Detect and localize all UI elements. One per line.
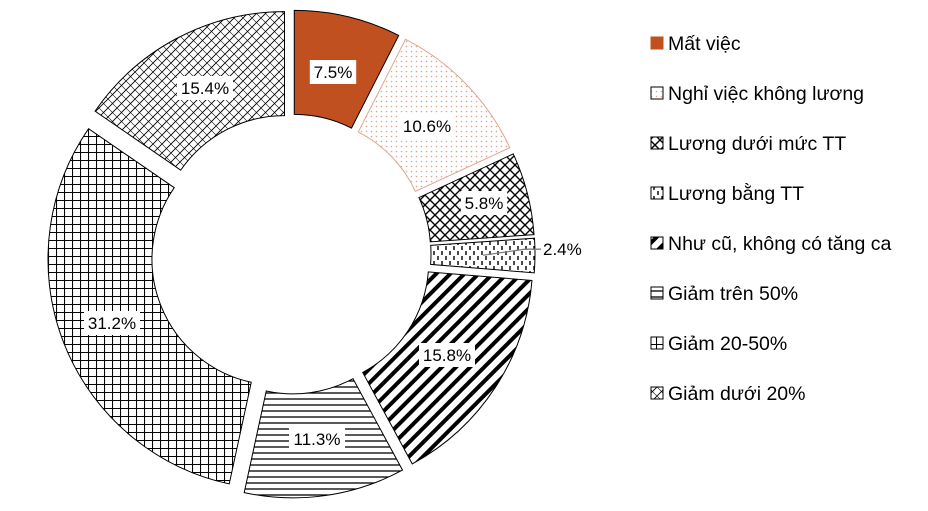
- legend-label: Mất việc: [668, 33, 741, 55]
- data-label-nghi-viec-khong-luong: 10.6%: [399, 114, 455, 138]
- data-label-text: 7.5%: [314, 63, 353, 82]
- data-labels: 7.5% 10.6% 5.8% 2.4% 15.8% 11.3% 31.2% 15.4%: [84, 60, 582, 451]
- data-label-background: [177, 76, 233, 100]
- data-label-background: [419, 343, 475, 367]
- slice-giam-20-50: [47, 127, 252, 485]
- legend-swatch: [650, 86, 664, 100]
- legend-label: Nghỉ việc không lương: [668, 83, 864, 105]
- data-label-text: 15.8%: [423, 346, 471, 365]
- data-label-background: [309, 60, 357, 84]
- legend-label: Lương bằng TT: [668, 182, 804, 205]
- legend-label: Giảm dưới 20%: [668, 383, 805, 405]
- doughnut-slices: [47, 9, 536, 499]
- legend-item-luong-duoi-muc-tt: Lương dưới mức TT: [650, 133, 846, 155]
- data-label-background: [399, 114, 455, 138]
- legend-item-mat-viec: Mất việc: [650, 33, 741, 55]
- slice-nhu-cu-khong-co-tang-ca: [362, 271, 533, 465]
- legend: Mất việc Nghỉ việc không lương Lương dưới …: [650, 33, 892, 405]
- data-label-text: 31.2%: [88, 314, 136, 333]
- data-label-mat-viec: 7.5%: [309, 60, 357, 84]
- legend-item-nghi-viec-khong-luong: Nghỉ việc không lương: [650, 83, 864, 105]
- data-label-text: 10.6%: [403, 117, 451, 136]
- legend-item-luong-bang-tt: Lương bằng TT: [650, 182, 804, 205]
- data-label-text: 15.4%: [181, 79, 229, 98]
- legend-swatch: [650, 186, 664, 200]
- legend-label: Giảm trên 50%: [668, 283, 798, 305]
- data-label-giam-duoi-20: 15.4%: [177, 76, 233, 100]
- data-label-giam-tren-50: 11.3%: [289, 427, 345, 451]
- legend-item-nhu-cu-khong-co-tang-ca: Như cũ, không có tăng ca: [650, 233, 892, 255]
- legend-swatch: [650, 286, 664, 300]
- legend-swatch: [650, 136, 664, 150]
- legend-item-giam-20-50: Giảm 20-50%: [650, 333, 787, 355]
- legend-label: Như cũ, không có tăng ca: [668, 233, 892, 255]
- data-label-text: 2.4%: [543, 240, 582, 259]
- data-label-background: [289, 427, 345, 451]
- data-label-luong-duoi-muc-tt: 5.8%: [460, 191, 508, 215]
- legend-label: Giảm 20-50%: [668, 333, 787, 355]
- data-label-giam-20-50: 31.2%: [84, 311, 140, 335]
- data-label-background: [460, 191, 508, 215]
- legend-swatch: [650, 236, 664, 250]
- data-label-luong-bang-tt: 2.4%: [482, 240, 582, 259]
- legend-item-giam-duoi-20: Giảm dưới 20%: [650, 383, 805, 405]
- slice-luong-bang-tt: [430, 237, 536, 274]
- data-label-background: [84, 311, 140, 335]
- legend-swatch: [650, 36, 664, 50]
- legend-label: Lương dưới mức TT: [668, 133, 846, 155]
- data-label-nhu-cu-khong-co-tang-ca: 15.8%: [419, 343, 475, 367]
- leader-line: [482, 248, 541, 256]
- data-label-text: 11.3%: [294, 430, 341, 449]
- legend-item-giam-tren-50: Giảm trên 50%: [650, 283, 798, 305]
- data-label-text: 5.8%: [465, 194, 504, 213]
- legend-swatch: [650, 336, 664, 350]
- legend-swatch: [650, 386, 664, 400]
